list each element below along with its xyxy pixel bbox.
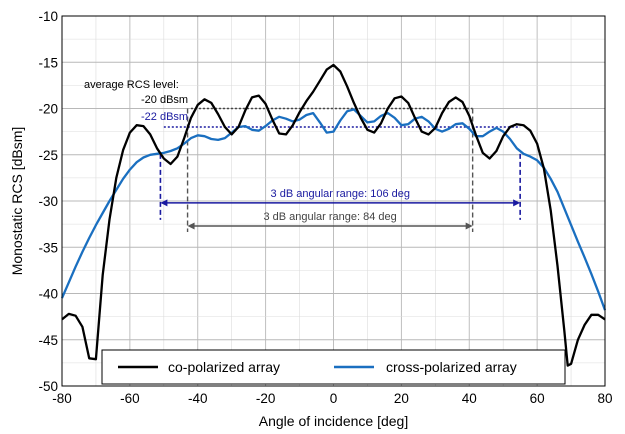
x-tick-label: -80 [52,391,72,406]
y-tick-label: -45 [38,333,58,348]
cross-range-arrow-head-left [160,199,168,207]
x-tick-label: -40 [188,391,208,406]
y-tick-label: -40 [38,287,58,302]
y-axis-label: Monostatic RCS [dBsm] [9,127,25,276]
co-angular-range-label: 3 dB angular range: 84 deg [263,211,396,223]
average-co-level-label: -20 dBsm [141,94,188,106]
y-tick-label: -10 [38,9,58,24]
y-tick-label: -15 [38,55,58,70]
plot-frame [61,15,606,387]
x-tick-label: 0 [330,391,338,406]
series-line-cross-polarized [60,108,607,311]
x-axis-label: Angle of incidence [deg] [259,413,408,429]
y-tick-label: -20 [38,102,58,117]
grid [61,15,606,387]
average-level-title: average RCS level: [84,79,179,91]
x-tick-label: -20 [256,391,276,406]
x-tick-label: 20 [394,391,409,406]
y-tick-label: -25 [38,148,58,163]
x-tick-label: 80 [597,391,612,406]
y-tick-label: -50 [38,379,58,394]
legend-box [101,349,566,385]
annotations: average RCS level: -20 dBsm -22 dBsm 3 d… [84,79,410,223]
tick-labels: -80 -60 -40 -20 0 20 40 60 80 -10 -15 -20 -25 -30 -35 -… [38,9,612,406]
series-line-co-polarized [61,63,606,367]
x-tick-label: 60 [530,391,545,406]
co-range-arrow-head-left [187,222,195,230]
co-range-arrow-head-right [465,222,473,230]
cross-range-arrow-head-right [513,199,521,207]
x-tick-label: 40 [462,391,477,406]
x-tick-label: -60 [120,391,140,406]
average-cross-level-label: -22 dBsm [141,111,188,123]
cross-angular-range-label: 3 dB angular range: 106 deg [271,188,410,200]
legend-label-co: co-polarized array [168,359,280,375]
y-tick-label: -35 [38,240,58,255]
legend-label-cross: cross-polarized array [386,359,517,375]
series-group [60,63,607,367]
y-tick-label: -30 [38,194,58,209]
legend: co-polarized array cross-polarized array [101,349,566,385]
cross-range-arrow [160,199,521,207]
co-range-arrow [187,222,473,230]
